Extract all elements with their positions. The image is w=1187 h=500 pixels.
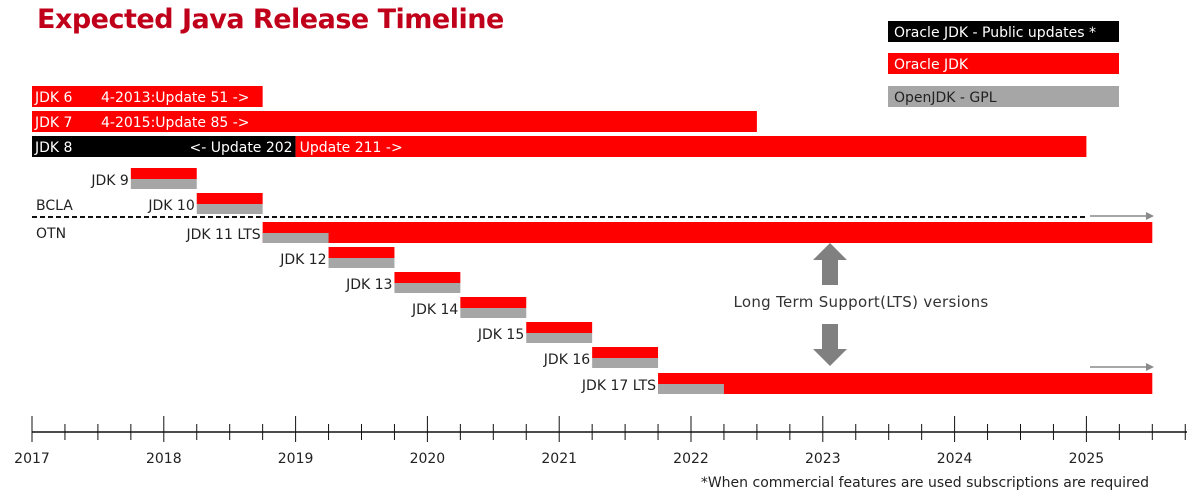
bar-jdk-17-lts-oracle_jdk (658, 373, 1153, 394)
lts-annotation: Long Term Support(LTS) versions (734, 293, 989, 311)
row-note-jdk-8-2: Update 211 -> (300, 140, 403, 156)
axis-tick-label-2019: 2019 (278, 451, 314, 467)
bar-jdk-12-oracle_jdk (328, 247, 395, 258)
bar-jdk-8-oracle_public-1 (32, 136, 296, 157)
axis-tick-label-2022: 2022 (673, 451, 709, 467)
legend-label-2: Oracle JDK (894, 57, 969, 73)
row-label-jdk-16: JDK 16 (543, 352, 590, 368)
bar-jdk-10-openjdk (196, 204, 263, 214)
license-label-bcla: BCLA (36, 198, 73, 214)
bar-jdk-12-openjdk (328, 258, 395, 268)
row-note-jdk-8-1: <- Update 202 (189, 140, 292, 156)
footnote: *When commercial features are used subsc… (701, 475, 1149, 491)
axis-tick-label-2018: 2018 (146, 451, 182, 467)
bar-jdk-16-oracle_jdk (592, 347, 659, 358)
lts-arrow-up (813, 243, 847, 285)
row-label-jdk-8: JDK 8 (34, 140, 72, 156)
bar-jdk-11-lts-openjdk (262, 233, 329, 243)
bar-jdk-6-oracle_jdk-1 (32, 86, 263, 107)
bar-jdk-15-oracle_jdk (526, 322, 593, 333)
row-label-jdk-11-lts: JDK 11 LTS (186, 227, 261, 243)
axis-tick-label-2021: 2021 (541, 451, 577, 467)
axis-tick-label-2024: 2024 (937, 451, 973, 467)
bar-jdk-16-openjdk (592, 358, 659, 368)
axis-tick-label-2023: 2023 (805, 451, 841, 467)
bar-jdk-14-oracle_jdk (460, 297, 527, 308)
continuation-arrow-head-1 (1146, 212, 1154, 220)
row-label-jdk-17-lts: JDK 17 LTS (581, 378, 656, 394)
bar-jdk-17-lts-openjdk (658, 384, 724, 394)
row-label-jdk-9: JDK 9 (90, 173, 128, 189)
bar-jdk-11-lts-oracle_jdk (262, 222, 1153, 243)
legend-label-3: OpenJDK - GPL (894, 90, 997, 106)
row-label-jdk-7: JDK 7 (34, 115, 72, 131)
chart-title: Expected Java Release Timeline (37, 4, 504, 35)
row-label-jdk-10: JDK 10 (147, 198, 194, 214)
legend-swatch-3 (888, 86, 1119, 107)
row-label-jdk-12: JDK 12 (279, 252, 326, 268)
bar-jdk-10-oracle_jdk (196, 193, 263, 204)
bar-jdk-14-openjdk (460, 308, 527, 318)
axis-tick-label-2017: 2017 (14, 451, 50, 467)
bar-jdk-8-oracle_jdk-2 (295, 136, 1087, 157)
continuation-arrow-head-2 (1146, 363, 1154, 371)
axis-tick-label-2025: 2025 (1069, 451, 1105, 467)
bar-jdk-13-oracle_jdk (394, 272, 461, 283)
legend-label-1: Oracle JDK - Public updates * (894, 25, 1096, 41)
row-label-jdk-14: JDK 14 (411, 302, 458, 318)
license-label-otn: OTN (36, 226, 66, 242)
axis-tick-label-2020: 2020 (410, 451, 446, 467)
row-note-jdk-7: 4-2015:Update 85 -> (101, 115, 250, 131)
bar-jdk-7-oracle_jdk-1 (32, 111, 757, 132)
row-label-jdk-15: JDK 15 (477, 327, 524, 343)
legend-swatch-1 (888, 21, 1119, 42)
bar-jdk-15-openjdk (526, 333, 593, 343)
row-label-jdk-13: JDK 13 (345, 277, 392, 293)
row-label-jdk-6: JDK 6 (34, 90, 73, 106)
bar-jdk-9-openjdk (130, 179, 197, 189)
bar-jdk-9-oracle_jdk (130, 168, 197, 179)
row-note-jdk-6: 4-2013:Update 51 -> (101, 90, 250, 106)
lts-arrow-down (813, 324, 847, 366)
bar-jdk-13-openjdk (394, 283, 461, 293)
legend-swatch-2 (888, 53, 1119, 74)
